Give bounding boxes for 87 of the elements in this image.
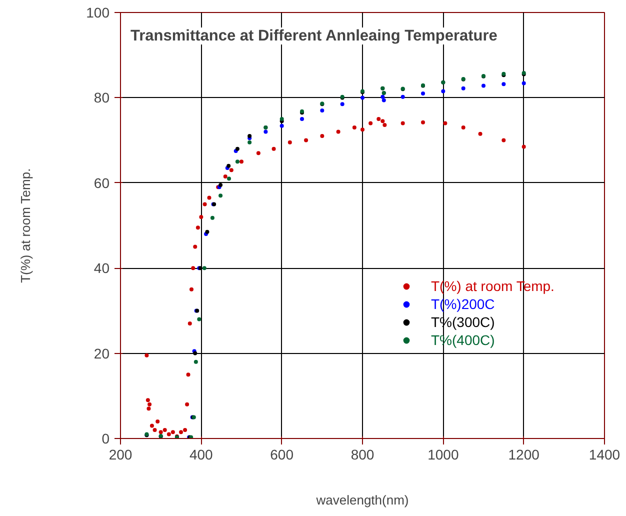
point bbox=[461, 126, 466, 130]
y-tick-label: 0 bbox=[102, 430, 110, 446]
point bbox=[189, 287, 194, 292]
point bbox=[197, 317, 202, 322]
point bbox=[218, 194, 223, 198]
point bbox=[441, 89, 446, 94]
y-tick-label: 80 bbox=[94, 90, 110, 106]
point bbox=[226, 164, 231, 168]
point bbox=[166, 432, 171, 436]
point bbox=[146, 398, 150, 402]
point bbox=[223, 174, 228, 179]
point bbox=[482, 84, 486, 88]
point bbox=[502, 82, 506, 86]
point bbox=[226, 176, 231, 181]
point bbox=[421, 91, 425, 96]
point bbox=[193, 244, 198, 249]
point bbox=[148, 402, 152, 406]
point bbox=[400, 94, 405, 99]
text: Transmittance at Different Annleaing Temperature bbox=[130, 28, 498, 44]
point bbox=[188, 321, 192, 326]
point bbox=[146, 406, 151, 411]
point bbox=[280, 117, 284, 121]
point bbox=[360, 96, 364, 100]
x-axis-title: wavelength(nm) bbox=[315, 492, 409, 508]
point bbox=[400, 121, 405, 126]
point bbox=[240, 160, 244, 164]
point bbox=[191, 266, 196, 270]
point bbox=[382, 98, 386, 102]
point bbox=[360, 128, 364, 132]
point bbox=[210, 216, 214, 220]
point bbox=[522, 81, 526, 86]
point bbox=[144, 353, 149, 358]
point bbox=[320, 108, 324, 112]
x-tick-label: 400 bbox=[189, 446, 214, 462]
point bbox=[502, 138, 506, 142]
point bbox=[376, 117, 381, 121]
point bbox=[152, 428, 157, 432]
point bbox=[207, 196, 212, 200]
x-tick-label: 1400 bbox=[588, 446, 620, 462]
point bbox=[202, 202, 207, 206]
x-tick-label: 200 bbox=[108, 446, 132, 462]
point bbox=[336, 130, 340, 134]
point bbox=[320, 134, 324, 138]
point bbox=[150, 424, 154, 428]
point bbox=[186, 372, 190, 377]
point bbox=[202, 266, 206, 270]
point bbox=[280, 124, 284, 128]
point bbox=[304, 138, 308, 142]
point bbox=[368, 121, 373, 126]
point bbox=[170, 430, 175, 434]
point bbox=[522, 144, 526, 149]
x-tick-label: 1200 bbox=[508, 446, 540, 462]
x-tick-label: 800 bbox=[350, 446, 374, 462]
point bbox=[256, 151, 260, 156]
point bbox=[264, 130, 268, 134]
point bbox=[352, 126, 356, 130]
point bbox=[380, 119, 385, 124]
point bbox=[461, 86, 466, 90]
x-tick-label: 1000 bbox=[428, 446, 459, 462]
point bbox=[340, 102, 344, 106]
point bbox=[156, 419, 160, 424]
point bbox=[185, 402, 190, 406]
point bbox=[194, 360, 198, 364]
point bbox=[183, 428, 188, 432]
point bbox=[382, 122, 387, 127]
point bbox=[179, 430, 183, 434]
point bbox=[380, 94, 385, 99]
point bbox=[272, 146, 276, 151]
y-tick-label: 100 bbox=[86, 4, 110, 20]
y-tick-label: 40 bbox=[94, 260, 110, 276]
point bbox=[158, 430, 163, 434]
point bbox=[199, 214, 204, 219]
point bbox=[229, 168, 234, 172]
y-tick-label: 20 bbox=[94, 345, 110, 362]
point bbox=[162, 428, 167, 432]
point bbox=[235, 160, 240, 164]
point bbox=[443, 121, 448, 126]
point bbox=[288, 140, 292, 144]
y-axis-title: T(%) at room Temp. bbox=[18, 168, 34, 283]
point bbox=[300, 117, 304, 121]
y-tick-label: 60 bbox=[94, 174, 110, 191]
point bbox=[478, 132, 482, 136]
x-tick-label: 600 bbox=[270, 446, 294, 462]
point bbox=[205, 230, 210, 234]
point bbox=[421, 120, 425, 124]
point bbox=[248, 140, 252, 144]
point bbox=[196, 226, 200, 230]
